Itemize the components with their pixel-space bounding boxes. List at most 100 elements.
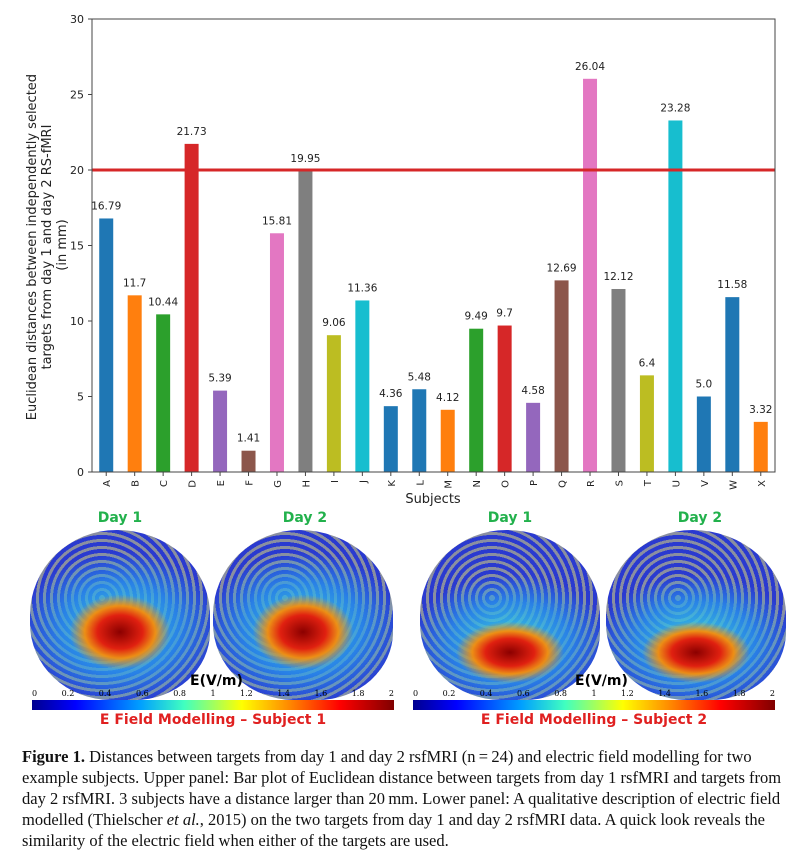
bar-value-label: 5.0	[696, 379, 713, 391]
bar-value-label: 3.32	[749, 404, 772, 416]
colorbar-tick-label: 1.2	[621, 689, 634, 698]
bar-W	[725, 297, 740, 472]
y-tick-label: 25	[70, 89, 84, 102]
y-axis-label: Euclidean distances between independentl…	[25, 70, 70, 420]
caption-etal: et al.	[166, 810, 200, 829]
x-tick-label: C	[159, 480, 170, 487]
colorbar-tick-label: 0.6	[517, 689, 530, 698]
bar-value-label: 11.36	[347, 282, 377, 294]
colorbar-tick-label: 1	[591, 689, 597, 698]
bar-N	[469, 328, 484, 472]
bar-A	[99, 218, 114, 472]
panel-title: E Field Modelling – Subject 1	[99, 712, 327, 728]
bar-R	[583, 78, 598, 473]
colorbar-tick-label: 1.8	[732, 689, 746, 698]
bar-S	[611, 288, 626, 472]
unit-label: E(V/m)	[190, 673, 243, 689]
colorbar-tick-label: 0.6	[136, 689, 149, 698]
bar-B	[127, 295, 142, 472]
colorbar-tick-label: 2	[388, 689, 394, 698]
bar-value-label: 23.28	[660, 102, 690, 114]
colorbar-tick-label: 0.2	[442, 689, 456, 698]
x-tick-label: L	[415, 480, 426, 486]
bar-value-label: 11.7	[123, 277, 146, 289]
bar-D	[184, 143, 199, 472]
y-tick-label: 5	[77, 391, 84, 404]
bar-value-label: 9.06	[322, 317, 346, 329]
unit-label: E(V/m)	[575, 673, 628, 689]
x-tick-label: S	[614, 480, 625, 486]
bar-C	[156, 314, 171, 472]
bar-P	[526, 402, 541, 472]
x-tick-label: P	[529, 480, 540, 486]
colorbar-tick-label: 1.8	[351, 689, 365, 698]
x-tick-label: W	[728, 480, 739, 490]
colorbar-tick-label: 0.8	[554, 689, 567, 698]
bar-I	[326, 335, 341, 472]
bar-value-label: 4.12	[436, 392, 459, 404]
bar-value-label: 5.48	[408, 371, 431, 383]
x-tick-label: T	[643, 479, 654, 487]
bar-value-label: 12.12	[603, 271, 633, 283]
colorbar-tick-label: 0.4	[479, 689, 493, 698]
bar-O	[497, 325, 512, 472]
x-tick-label: V	[700, 480, 711, 487]
y-tick-label: 20	[70, 164, 84, 177]
bar-value-label: 10.44	[148, 296, 178, 308]
x-tick-label: J	[358, 480, 369, 484]
bar-F	[241, 450, 256, 472]
colorbar-tick-label: 0	[413, 689, 419, 698]
colorbar-tick-label: 1.4	[277, 689, 290, 698]
brain-image-s1-day2	[213, 530, 393, 700]
colorbar-tick-label: 2	[769, 689, 775, 698]
x-tick-label: E	[216, 480, 227, 486]
brain-image-s1-day1	[30, 530, 210, 700]
bar-U	[668, 120, 683, 473]
panel-title: E Field Modelling – Subject 2	[480, 712, 708, 728]
x-tick-label: O	[501, 480, 512, 488]
y-tick-label: 0	[77, 466, 84, 479]
bar-value-label: 19.95	[290, 153, 320, 165]
bar-V	[696, 396, 711, 472]
x-tick-label: B	[131, 480, 142, 487]
colorbar-tick-label: 1	[210, 689, 216, 698]
bar-value-label: 4.58	[521, 385, 544, 397]
bar-T	[639, 375, 654, 472]
colorbar-tick-label: 0.2	[61, 689, 75, 698]
bar-H	[298, 170, 313, 472]
bar-G	[269, 233, 284, 472]
caption-label: Figure 1.	[22, 747, 85, 766]
x-tick-label: X	[757, 480, 768, 487]
bar-value-label: 4.36	[379, 388, 403, 400]
x-tick-label: M	[444, 480, 455, 489]
caption-text: Distances between targets from day 1 and…	[22, 747, 782, 829]
x-tick-label: H	[301, 480, 312, 488]
figure-caption: Figure 1. Distances between targets from…	[22, 746, 792, 851]
bar-value-label: 16.79	[91, 200, 121, 212]
x-tick-label: R	[586, 480, 597, 487]
y-tick-label: 30	[70, 13, 84, 26]
x-tick-label: G	[273, 480, 284, 488]
colorbar	[32, 700, 394, 710]
day1-label: Day 1	[97, 510, 143, 526]
x-tick-label: F	[245, 480, 256, 486]
bar-K	[383, 406, 398, 472]
bar-value-label: 9.7	[496, 308, 513, 320]
bar-J	[355, 300, 370, 472]
colorbar-tick-label: 1.6	[314, 689, 328, 698]
caption-text-2: , 2015) on the two targets from day 1 an…	[22, 810, 765, 850]
bar-value-label: 21.73	[177, 126, 207, 138]
bar-value-label: 26.04	[575, 61, 605, 73]
colorbar-tick-label: 1.4	[658, 689, 671, 698]
brain-image-s2-day2	[606, 530, 786, 700]
bar-value-label: 5.39	[208, 373, 231, 385]
x-tick-label: I	[330, 480, 341, 483]
x-tick-label: Q	[558, 480, 569, 488]
bar-value-label: 6.4	[639, 357, 656, 369]
x-tick-label: A	[102, 480, 113, 487]
bar-X	[753, 421, 768, 472]
bar-chart: 0 5 10 15 20 25 30 A B C D E F G H I J K L M N O P Q R S T U V W X 16.7…	[25, 13, 776, 507]
bar-value-label: 9.49	[464, 311, 487, 323]
brain-image-s2-day1	[420, 530, 600, 700]
day2-label: Day 2	[282, 510, 328, 526]
